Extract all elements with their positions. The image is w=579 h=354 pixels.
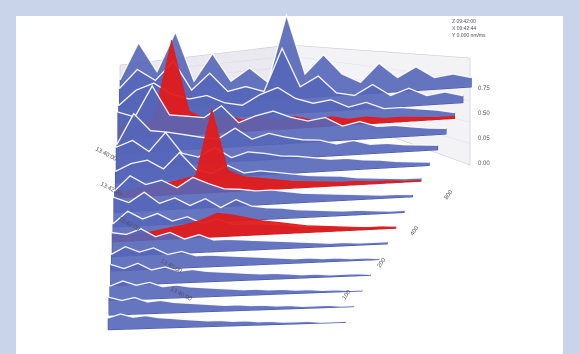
depth-tick-label: 100 bbox=[342, 289, 353, 301]
z-tick-label: 0.00 bbox=[478, 161, 490, 167]
ridge-line-8 bbox=[113, 174, 413, 196]
depth-tick-label: 800 bbox=[444, 189, 455, 201]
ridge-line-13 bbox=[110, 262, 371, 276]
ridge-line-9 bbox=[113, 191, 405, 212]
z-tick-label: 0.75 bbox=[478, 86, 490, 92]
legend-entry: X 09:42:44 bbox=[452, 26, 476, 32]
ridge-line-15 bbox=[108, 296, 354, 307]
ridge-line-14 bbox=[109, 280, 363, 292]
ridge-line-5 bbox=[116, 112, 438, 146]
legend-entry: Y 0.000 nm/ms bbox=[452, 33, 486, 39]
depth-tick-label: 400 bbox=[410, 225, 421, 237]
depth-tick-label: 200 bbox=[377, 257, 388, 269]
ridge-line-4 bbox=[117, 84, 447, 129]
ridge-line-6 bbox=[115, 131, 430, 163]
highlight-area-3 bbox=[112, 212, 397, 243]
ridge-line-1 bbox=[119, 12, 472, 84]
ridge-line-11 bbox=[111, 228, 388, 244]
ridge-line-7 bbox=[114, 151, 422, 180]
z-tick-label: 0.50 bbox=[478, 111, 490, 117]
legend-entry: Z 09:42:00 bbox=[452, 19, 476, 25]
ridge-line-12 bbox=[110, 245, 380, 260]
z-tick-label: 0.05 bbox=[478, 136, 490, 142]
ridge-line-16 bbox=[107, 313, 346, 323]
time-tick-label: 13:40:00 bbox=[94, 146, 118, 163]
